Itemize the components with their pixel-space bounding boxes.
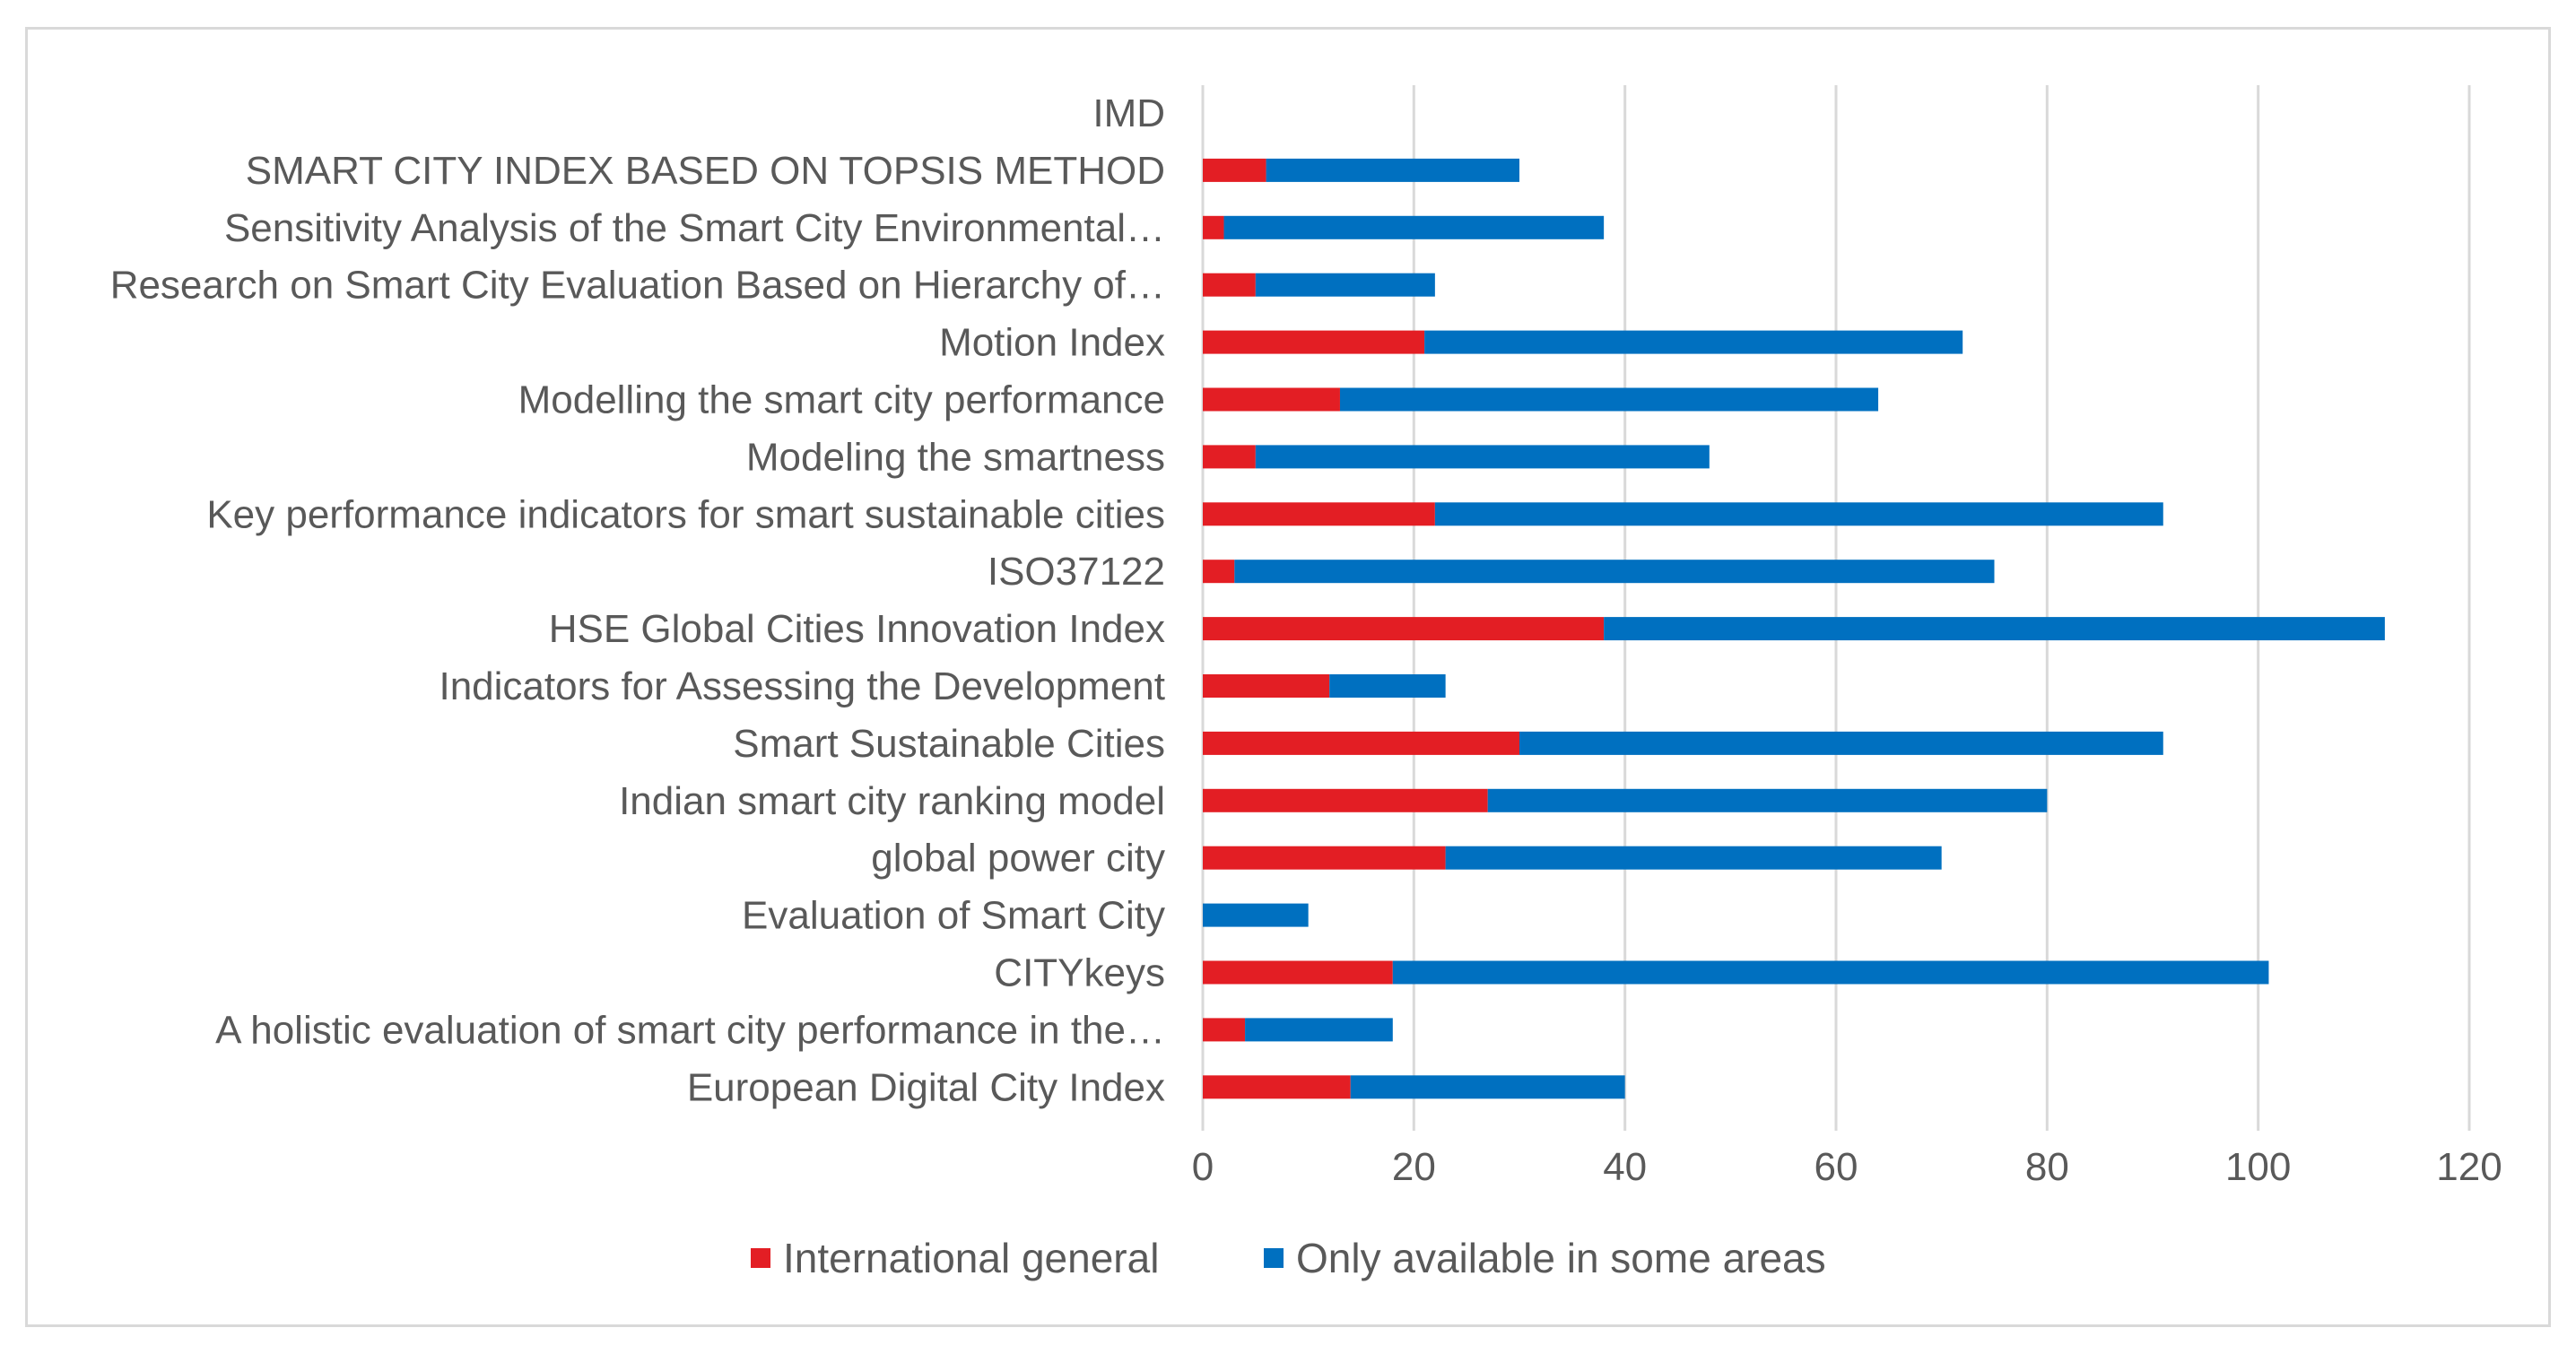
- x-tick-label: 40: [1603, 1145, 1647, 1189]
- legend-swatch-international-general: [751, 1248, 770, 1268]
- category-label: Sensitivity Analysis of the Smart City E…: [224, 206, 1165, 250]
- category-label: HSE Global Cities Innovation Index: [549, 607, 1165, 651]
- bar-only-some-areas: [1266, 158, 1519, 182]
- bar-only-some-areas: [1339, 387, 1879, 412]
- category-label: Modeling the smartness: [746, 435, 1165, 479]
- category-label: Modelling the smart city performance: [518, 378, 1165, 422]
- category-label: global power city: [871, 837, 1165, 881]
- bar-international-general: [1203, 158, 1266, 182]
- category-label: European Digital City Index: [687, 1065, 1165, 1109]
- bars: [1203, 158, 2385, 1099]
- category-label: Evaluation of Smart City: [742, 894, 1165, 938]
- category-label: IMD: [1092, 91, 1165, 135]
- bar-international-general: [1203, 273, 1256, 297]
- x-tick-labels: 0 20 40 60 80 100 120: [1192, 1145, 2502, 1189]
- bar-international-general: [1203, 846, 1446, 870]
- legend-label: Only available in some areas: [1296, 1235, 1826, 1281]
- x-tick-label: 80: [2025, 1145, 2069, 1189]
- bar-international-general: [1203, 560, 1235, 584]
- bar-only-some-areas: [1424, 330, 1963, 354]
- gridlines: [1201, 85, 2471, 1131]
- bar-only-some-areas: [1223, 215, 1605, 239]
- category-label: Indicators for Assessing the Development: [439, 664, 1165, 708]
- x-tick-label: 120: [2436, 1145, 2502, 1189]
- bar-only-some-areas: [1392, 960, 2269, 985]
- category-label: SMART CITY INDEX BASED ON TOPSIS METHOD: [246, 149, 1165, 193]
- legend: International general Only available in s…: [751, 1235, 1826, 1281]
- bar-international-general: [1203, 788, 1488, 812]
- bar-only-some-areas: [1203, 903, 1309, 927]
- bar-only-some-areas: [1604, 617, 2385, 641]
- bar-only-some-areas: [1434, 502, 2163, 526]
- stacked-bar-chart: IMD SMART CITY INDEX BASED ON TOPSIS METH…: [110, 85, 2502, 1281]
- bar-only-some-areas: [1255, 445, 1710, 469]
- category-label: ISO37122: [988, 550, 1165, 594]
- bar-international-general: [1203, 960, 1393, 985]
- bar-international-general: [1203, 445, 1256, 469]
- legend-label: International general: [783, 1235, 1159, 1281]
- chart-frame: IMD SMART CITY INDEX BASED ON TOPSIS METH…: [25, 27, 2551, 1327]
- category-label: Indian smart city ranking model: [619, 779, 1165, 823]
- category-label: Smart Sustainable Cities: [733, 722, 1165, 766]
- bar-only-some-areas: [1255, 273, 1435, 297]
- x-tick-label: 0: [1192, 1145, 1214, 1189]
- bar-international-general: [1203, 617, 1605, 641]
- bar-only-some-areas: [1487, 788, 2048, 812]
- bar-international-general: [1203, 674, 1330, 698]
- bar-only-some-areas: [1329, 674, 1446, 698]
- bar-only-some-areas: [1234, 560, 1995, 584]
- category-label: Motion Index: [939, 321, 1165, 365]
- x-tick-label: 100: [2225, 1145, 2291, 1189]
- category-label: Research on Smart City Evaluation Based …: [110, 264, 1165, 308]
- bar-international-general: [1203, 330, 1425, 354]
- legend-swatch-only-some-areas: [1264, 1248, 1284, 1268]
- x-tick-label: 20: [1392, 1145, 1436, 1189]
- category-label: CITYkeys: [994, 951, 1165, 995]
- bar-international-general: [1203, 1018, 1246, 1042]
- bar-only-some-areas: [1245, 1018, 1393, 1042]
- category-label: A holistic evaluation of smart city perf…: [215, 1008, 1165, 1052]
- bar-international-general: [1203, 387, 1340, 412]
- bar-international-general: [1203, 731, 1519, 755]
- bar-international-general: [1203, 215, 1224, 239]
- bar-only-some-areas: [1350, 1075, 1625, 1099]
- x-tick-label: 60: [1815, 1145, 1858, 1189]
- category-labels: IMD SMART CITY INDEX BASED ON TOPSIS METH…: [110, 91, 1165, 1109]
- bar-international-general: [1203, 502, 1435, 526]
- bar-only-some-areas: [1445, 846, 1942, 870]
- bar-international-general: [1203, 1075, 1351, 1099]
- bar-only-some-areas: [1519, 731, 2163, 755]
- category-label: Key performance indicators for smart sus…: [206, 492, 1165, 536]
